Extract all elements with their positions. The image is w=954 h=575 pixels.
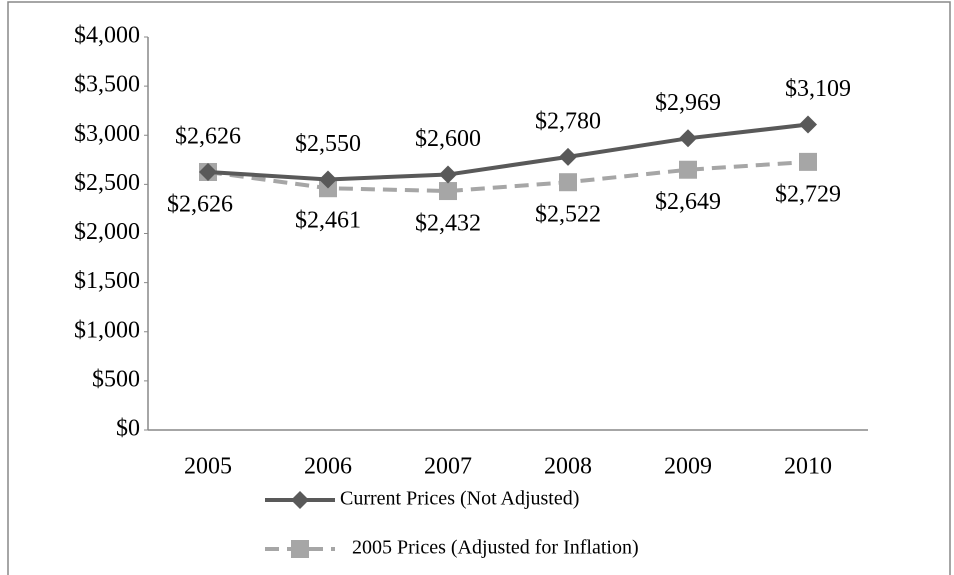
data-label: $2,649 (655, 189, 721, 215)
data-label: $2,626 (175, 123, 241, 149)
data-label: $2,626 (167, 191, 233, 217)
legend-marker (291, 491, 309, 509)
x-tick-label: 2009 (664, 454, 712, 480)
data-label: $2,780 (535, 108, 601, 134)
y-tick-label: $500 (92, 366, 140, 392)
x-tick-label: 2006 (304, 454, 352, 480)
data-label: $2,432 (415, 211, 481, 237)
data-label: $2,969 (655, 90, 721, 116)
marker (319, 170, 337, 189)
x-tick-label: 2005 (184, 454, 232, 480)
x-tick-label: 2007 (424, 454, 472, 480)
series-line (207, 122, 809, 182)
legend-label: Current Prices (Not Adjusted) (340, 488, 579, 510)
marker (799, 152, 817, 171)
data-label: $2,522 (535, 202, 601, 228)
marker (679, 129, 697, 148)
y-tick-label: $4,000 (74, 23, 140, 49)
marker (439, 165, 457, 184)
data-label: $2,461 (295, 208, 361, 234)
y-tick-label: $1,500 (74, 268, 140, 294)
data-label: $2,729 (775, 181, 841, 207)
marker (559, 147, 577, 166)
data-label: $2,550 (295, 131, 361, 157)
y-tick-label: $1,000 (74, 317, 140, 343)
y-tick-label: $0 (116, 416, 140, 442)
y-tick-label: $2,000 (74, 219, 140, 245)
x-tick-label: 2008 (544, 454, 592, 480)
marker (439, 182, 457, 201)
series-line (207, 159, 809, 194)
data-label: $2,600 (415, 126, 481, 152)
frame (7, 1, 951, 575)
y-tick-label: $2,500 (74, 170, 140, 196)
legend-marker (291, 540, 309, 558)
data-label: $3,109 (785, 76, 851, 102)
marker (799, 115, 817, 134)
marker (199, 162, 217, 181)
y-tick-label: $3,000 (74, 121, 140, 147)
y-tick-label: $3,500 (74, 72, 140, 98)
marker (679, 160, 697, 179)
marker (559, 173, 577, 192)
x-tick-label: 2010 (784, 454, 832, 480)
legend-label: 2005 Prices (Adjusted for Inflation) (352, 537, 639, 559)
